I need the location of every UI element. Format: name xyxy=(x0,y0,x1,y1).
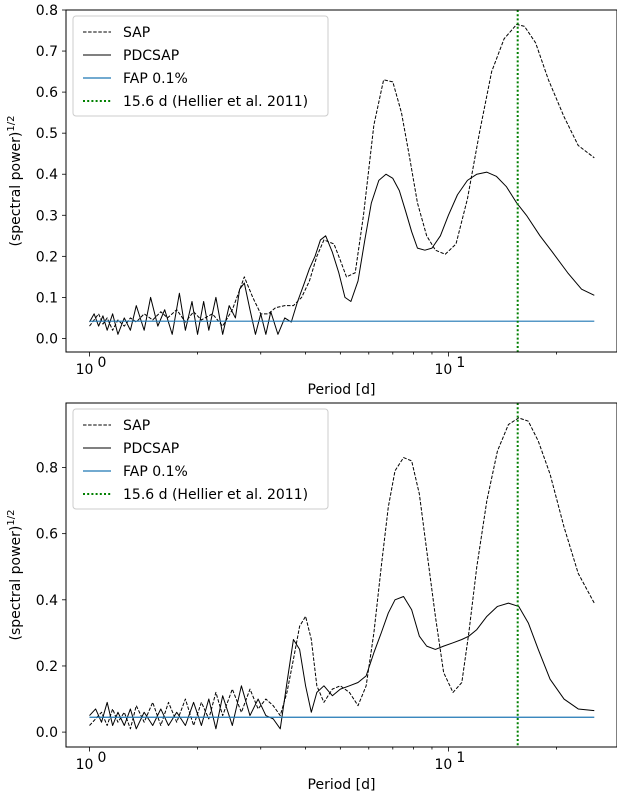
legend: SAP PDCSAP FAP 0.1% 15.6 d (Hellier et al. … xyxy=(73,409,328,509)
x-tick-label: 10 xyxy=(76,757,94,773)
x-tick-label: 10 xyxy=(76,362,94,378)
y-tick-label: 0.8 xyxy=(36,461,58,477)
y-axis-label: (spectral power)1/2 xyxy=(6,116,24,247)
legend-label: FAP 0.1% xyxy=(123,71,188,87)
legend-label: PDCSAP xyxy=(123,441,179,457)
y-tick-label: 0.4 xyxy=(36,167,58,183)
y-tick-label: 0.2 xyxy=(36,249,58,265)
y-axis-label-superscript: 1/2 xyxy=(6,116,17,132)
y-axis-label-text: (spectral power) xyxy=(8,526,24,641)
legend-label: 15.6 d (Hellier et al. 2011) xyxy=(123,487,308,503)
top-periodogram-panel: 0.00.10.20.30.40.50.60.70.810 0 10 1Period … xyxy=(6,3,617,398)
y-tick-label: 0.4 xyxy=(36,593,58,609)
y-tick-label: 0.2 xyxy=(36,659,58,675)
y-tick-label: 0.0 xyxy=(36,725,58,741)
pdcsap-series-line xyxy=(90,597,595,729)
x-axis-label: Period [d] xyxy=(308,382,376,398)
y-tick-label: 0.6 xyxy=(36,527,58,543)
y-axis-label-text: (spectral power) xyxy=(8,132,24,247)
legend-label: FAP 0.1% xyxy=(123,464,188,480)
y-tick-label: 0.0 xyxy=(36,331,58,347)
y-tick-label: 0.6 xyxy=(36,85,58,101)
legend-label: PDCSAP xyxy=(123,48,179,64)
legend-label: SAP xyxy=(123,25,150,41)
legend-label: SAP xyxy=(123,418,150,434)
x-tick-exponent: 0 xyxy=(98,355,107,371)
x-tick-exponent: 0 xyxy=(98,750,107,766)
y-tick-label: 0.8 xyxy=(36,3,58,19)
y-tick-label: 0.5 xyxy=(36,126,58,142)
y-tick-label: 0.3 xyxy=(36,208,58,224)
y-axis-label-superscript: 1/2 xyxy=(6,510,17,526)
y-axis-label: (spectral power)1/2 xyxy=(6,510,24,641)
x-axis-label: Period [d] xyxy=(308,777,376,793)
legend: SAP PDCSAP FAP 0.1% 15.6 d (Hellier et al. … xyxy=(73,16,328,116)
x-tick-exponent: 1 xyxy=(456,355,465,371)
y-tick-label: 0.7 xyxy=(36,44,58,60)
y-tick-label: 0.1 xyxy=(36,290,58,306)
legend-label: 15.6 d (Hellier et al. 2011) xyxy=(123,94,308,110)
x-tick-exponent: 1 xyxy=(456,750,465,766)
x-tick-label: 10 xyxy=(434,757,452,773)
x-tick-label: 10 xyxy=(434,362,452,378)
